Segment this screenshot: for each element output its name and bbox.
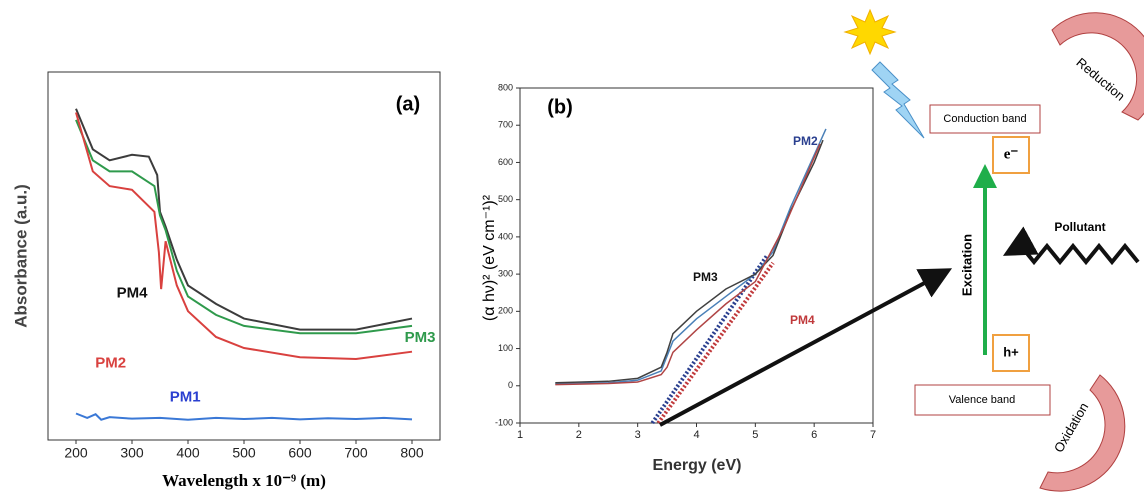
x-tick-label: 1: [517, 429, 523, 441]
x-tick-label: 5: [752, 429, 758, 441]
series-label: PM2: [793, 134, 818, 148]
y-tick-label: 600: [498, 157, 513, 167]
reduction: Reduction: [1073, 55, 1127, 104]
y-tick-label: 0: [508, 380, 513, 390]
conduction-band: Conduction band: [943, 113, 1026, 125]
y-tick-label: 400: [498, 231, 513, 241]
series-label: PM2: [95, 355, 126, 372]
y-tick-label: 500: [498, 194, 513, 204]
y-tick-label: 700: [498, 120, 513, 130]
plot-frame: [519, 87, 874, 424]
valence-band-box: [914, 384, 1051, 416]
panel-label: (a): [396, 93, 420, 115]
x-tick-label: 600: [288, 445, 312, 461]
x-tick-label: 200: [64, 445, 88, 461]
series-label: PM3: [693, 270, 718, 284]
x-tick-label: 6: [811, 429, 817, 441]
reduction-arc: [1051, 12, 1144, 121]
tangent-line: [650, 254, 769, 425]
oxidation-arc: [1039, 374, 1126, 492]
series-label: PM3: [405, 329, 436, 346]
pollutant-arrow: [1002, 226, 1140, 266]
chart-b: (b) (α hν)² (eV cm⁻¹)² Energy (eV) 1 2 3 4 5…: [481, 82, 876, 474]
x-tick-label: 3: [635, 429, 641, 441]
series-label: PM4: [117, 284, 149, 301]
series-line: [75, 412, 413, 421]
x-tick-label: 4: [693, 429, 699, 441]
pollutant: Pollutant: [1054, 220, 1105, 234]
x-tick-label: 7: [870, 429, 876, 441]
electron-box: [992, 136, 1030, 174]
y-axis-label: (α hν)² (eV cm⁻¹)²: [481, 194, 498, 321]
valence-band: Valence band: [949, 394, 1015, 406]
series-line: [555, 139, 824, 384]
x-axis-label: Energy (eV): [653, 457, 742, 474]
hole-box: [992, 334, 1030, 372]
y-tick-label: 800: [498, 82, 513, 92]
y-tick-label: 100: [498, 343, 513, 353]
x-tick-label: 800: [400, 445, 424, 461]
panel-label: (b): [547, 96, 573, 118]
lightning: [871, 61, 925, 139]
x-tick-label: 500: [232, 445, 256, 461]
series-line: [75, 108, 413, 331]
conduction-band-box: [929, 104, 1041, 134]
series-line: [75, 112, 413, 361]
chart-a: (a) Absorbance (a.u.) Wavelength x 10⁻⁹ …: [11, 71, 441, 490]
diagram: Reduction Conduction band e⁻ Excitation …: [659, 8, 1144, 492]
series-line: [555, 143, 821, 386]
y-tick-label: 300: [498, 268, 513, 278]
x-tick-label: 2: [576, 429, 582, 441]
arrow: [659, 268, 953, 427]
series-label: PM1: [170, 388, 201, 405]
excitation: Excitation: [959, 234, 974, 296]
x-tick-label: 400: [176, 445, 200, 461]
electron: e⁻: [1004, 146, 1019, 162]
y-axis-label: Absorbance (a.u.): [11, 184, 30, 328]
oxidation: Oxidation: [1051, 400, 1091, 455]
series-line: [555, 128, 827, 385]
x-tick-label: 300: [120, 445, 144, 461]
series-line: [75, 119, 413, 335]
x-axis-label: Wavelength x 10⁻⁹ (m): [162, 471, 326, 490]
y-tick-label: 200: [498, 306, 513, 316]
x-tick-label: 700: [344, 445, 368, 461]
tangent-line: [656, 261, 775, 425]
series-label: PM4: [790, 313, 815, 327]
plot-frame: [47, 71, 441, 441]
y-tick-label: -100: [495, 417, 513, 427]
hole: h+: [1003, 344, 1019, 359]
sun: [843, 8, 897, 56]
